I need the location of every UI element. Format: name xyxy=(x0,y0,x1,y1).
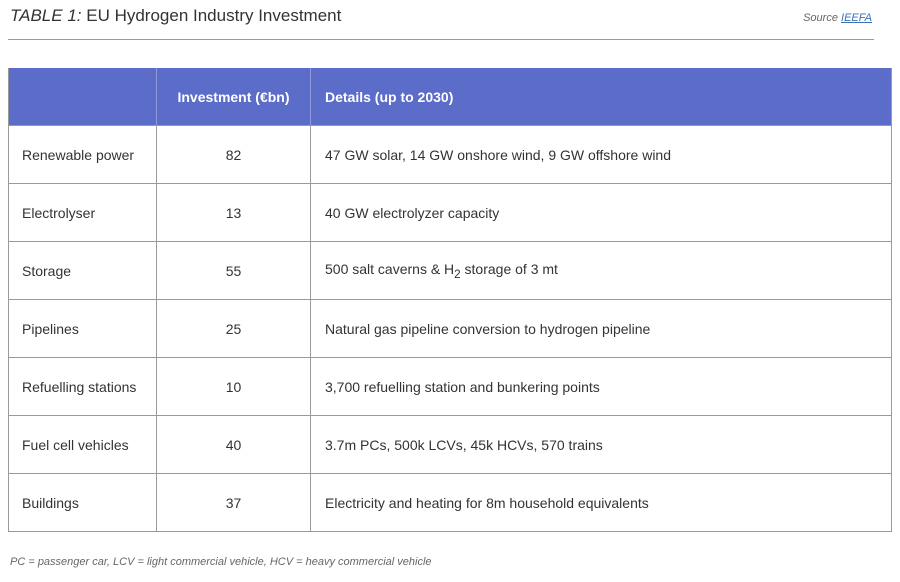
row-investment: 13 xyxy=(156,183,311,242)
table-title: TABLE 1: EU Hydrogen Industry Investment xyxy=(10,6,341,26)
source-link[interactable]: IEEFA xyxy=(841,12,872,24)
table-number-label: TABLE 1: xyxy=(10,6,82,25)
row-details: Electricity and heating for 8m household… xyxy=(310,473,892,532)
row-details: 500 salt caverns & H2 storage of 3 mt xyxy=(310,241,892,300)
table-row: Pipelines 25 Natural gas pipeline conver… xyxy=(8,299,892,358)
row-category: Refuelling stations xyxy=(8,357,157,416)
row-category: Electrolyser xyxy=(8,183,157,242)
row-category: Pipelines xyxy=(8,299,157,358)
details-text-start: 500 salt caverns & H xyxy=(325,260,455,277)
footnote: PC = passenger car, LCV = light commerci… xyxy=(10,556,432,568)
row-category: Storage xyxy=(8,241,157,300)
row-details: 47 GW solar, 14 GW onshore wind, 9 GW of… xyxy=(310,125,892,184)
table-row: Electrolyser 13 40 GW electrolyzer capac… xyxy=(8,183,892,242)
source-note: Source IEEFA xyxy=(803,12,872,24)
table-header-row: Investment (€bn) Details (up to 2030) xyxy=(8,68,892,126)
row-investment: 55 xyxy=(156,241,311,300)
table-row: Refuelling stations 10 3,700 refuelling … xyxy=(8,357,892,416)
source-prefix: Source xyxy=(803,12,838,24)
row-investment: 25 xyxy=(156,299,311,358)
details-text-end: storage of 3 mt xyxy=(460,260,558,277)
row-details: 3,700 refuelling station and bunkering p… xyxy=(310,357,892,416)
header-category xyxy=(8,68,157,126)
title-divider xyxy=(8,39,874,40)
table-row: Buildings 37 Electricity and heating for… xyxy=(8,473,892,532)
header-investment: Investment (€bn) xyxy=(156,68,311,126)
table-title-text: EU Hydrogen Industry Investment xyxy=(86,6,342,25)
row-category: Buildings xyxy=(8,473,157,532)
table-row: Fuel cell vehicles 40 3.7m PCs, 500k LCV… xyxy=(8,415,892,474)
investment-table: Investment (€bn) Details (up to 2030) Re… xyxy=(8,68,892,532)
table-row: Storage 55 500 salt caverns & H2 storage… xyxy=(8,241,892,300)
row-investment: 40 xyxy=(156,415,311,474)
row-investment: 37 xyxy=(156,473,311,532)
row-investment: 82 xyxy=(156,125,311,184)
row-details: 3.7m PCs, 500k LCVs, 45k HCVs, 570 train… xyxy=(310,415,892,474)
row-category: Fuel cell vehicles xyxy=(8,415,157,474)
table-row: Renewable power 82 47 GW solar, 14 GW on… xyxy=(8,125,892,184)
row-details: 40 GW electrolyzer capacity xyxy=(310,183,892,242)
row-investment: 10 xyxy=(156,357,311,416)
header-details: Details (up to 2030) xyxy=(310,68,892,126)
row-category: Renewable power xyxy=(8,125,157,184)
row-details: Natural gas pipeline conversion to hydro… xyxy=(310,299,892,358)
details-subscript: 2 xyxy=(454,267,461,281)
